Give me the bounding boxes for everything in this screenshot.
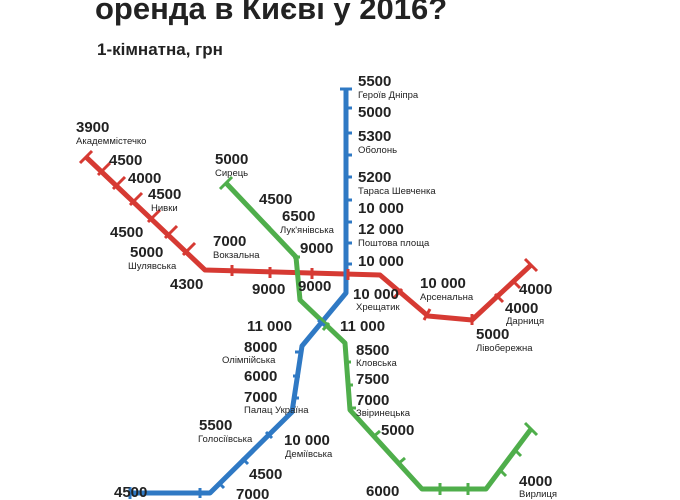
station-tick: [163, 224, 179, 240]
blue-line-labels: 5500 Героїв Дніпра 5000 5300 Оболонь 520…: [114, 73, 436, 500]
red-station-akademmistechko: Академмістечко: [76, 136, 146, 147]
station-tick: [78, 149, 94, 165]
red-station-nyvky: Нивки: [151, 203, 178, 214]
green-station-vyrlytsia: Вирлиця: [519, 489, 557, 500]
green-station-zvirynetska: Звіринецька: [356, 408, 411, 419]
blue-price-holosiivska: 5500: [199, 417, 232, 434]
red-station-shuliavska: Шулявська: [128, 261, 177, 272]
red-price: 4500: [109, 152, 142, 169]
red-price-shuliavska: 5000: [130, 244, 163, 261]
station-tick: [240, 456, 250, 466]
red-price-vokzalna: 7000: [213, 233, 246, 250]
blue-station-palats-ukraina: Палац Україна: [244, 405, 309, 416]
blue-station-heroiv-dnipra: Героїв Дніпра: [358, 90, 419, 101]
blue-price: 10 000: [358, 253, 404, 270]
blue-station-olimpiiska: Олімпійська: [222, 355, 276, 366]
green-station-syrets: Сирець: [215, 168, 248, 179]
red-station-khreshchatyk: Хрещатик: [356, 302, 400, 313]
station-tick: [321, 322, 331, 331]
station-tick: [372, 429, 381, 439]
blue-price-poshtova-ploshcha: 12 000: [358, 221, 404, 238]
green-price: 6000: [366, 483, 399, 500]
blue-station-demiivska: Деміївська: [285, 449, 333, 460]
red-price: 4500: [110, 224, 143, 241]
station-tick: [181, 241, 197, 257]
blue-price-palats-ukraina: 7000: [244, 389, 277, 406]
station-tick: [111, 175, 127, 191]
station-tick: [513, 448, 523, 458]
green-price-vyrlytsia: 4000: [519, 473, 552, 490]
blue-price-heroiv-dnipra: 5500: [358, 73, 391, 90]
red-station-vokzalna: Вокзальна: [213, 250, 260, 261]
station-tick: [242, 200, 254, 212]
red-price: 4000: [519, 281, 552, 298]
station-tick: [260, 218, 272, 230]
red-price: 9000: [298, 278, 331, 295]
red-price: 4000: [128, 170, 161, 187]
blue-station-tarasa-shevchenka: Тараса Шевченка: [358, 186, 436, 197]
station-tick: [523, 257, 539, 273]
red-price-akademmistechko: 3900: [76, 119, 109, 136]
blue-price-demiivska: 10 000: [284, 432, 330, 449]
red-price: 9000: [252, 281, 285, 298]
station-tick: [523, 421, 539, 437]
blue-price: 4500: [114, 484, 147, 500]
green-line-labels: 5000 Сирець 4500 6500 Лук'янівська 9000 …: [215, 151, 557, 500]
station-tick: [146, 208, 162, 224]
red-price-arsenalna: 10 000: [420, 275, 466, 292]
blue-price: 10 000: [358, 200, 404, 217]
green-station-lukianivska: Лук'янівська: [280, 225, 335, 236]
blue-price-obolon: 5300: [358, 128, 391, 145]
map-title: оренда в Києві у 2016?: [95, 0, 448, 26]
red-station-livoberezhna: Лівобережна: [476, 343, 533, 354]
blue-price: 6000: [244, 368, 277, 385]
red-price-livoberezhna: 5000: [476, 326, 509, 343]
green-price-klovska: 8500: [356, 342, 389, 359]
map-subtitle: 1-кімнатна, грн: [97, 40, 223, 59]
station-tick: [264, 430, 274, 440]
red-price-darnytsia: 4000: [505, 300, 538, 317]
red-line-labels: 3900 Академмістечко 4500 4000 4500 Нивки…: [76, 119, 552, 354]
blue-price: 4500: [249, 466, 282, 483]
green-price-zvirynetska: 7000: [356, 392, 389, 409]
station-tick: [397, 456, 406, 466]
blue-line: [130, 89, 349, 496]
station-tick: [317, 318, 326, 328]
red-station-darnytsia: Дарниця: [506, 316, 544, 327]
green-price: 7500: [356, 371, 389, 388]
green-line: [224, 181, 533, 492]
station-tick: [218, 175, 234, 191]
green-price-syrets: 5000: [215, 151, 248, 168]
blue-price: 7000: [236, 486, 269, 500]
green-price: 11 000: [340, 318, 385, 335]
red-price: 4300: [170, 276, 203, 293]
blue-station-poshtova-ploshcha: Поштова площа: [358, 238, 430, 249]
station-tick: [280, 241, 292, 253]
station-tick: [422, 308, 432, 321]
green-price: 9000: [300, 240, 333, 257]
red-price-khreshchatyk: 10 000: [353, 286, 399, 303]
station-tick: [510, 278, 522, 290]
blue-price: 5000: [358, 104, 391, 121]
station-tick: [498, 468, 508, 478]
green-price: 5000: [381, 422, 414, 439]
blue-station-obolon: Оболонь: [358, 145, 397, 156]
blue-price-olimpiiska: 8000: [244, 339, 277, 356]
station-tick: [216, 480, 226, 490]
station-tick: [392, 288, 404, 299]
station-tick: [128, 191, 144, 207]
green-station-klovska: Кловська: [356, 358, 397, 369]
green-price: 4500: [259, 191, 292, 208]
blue-station-holosiivska: Голосіївська: [198, 434, 253, 445]
blue-price-tarasa-shevchenka: 5200: [358, 169, 391, 186]
blue-price: 11 000: [247, 318, 292, 335]
station-tick: [493, 292, 505, 304]
red-station-arsenalna: Арсенальна: [420, 292, 474, 303]
green-price-lukianivska: 6500: [282, 208, 315, 225]
red-price-nyvky: 4500: [148, 186, 181, 203]
station-tick: [96, 161, 112, 177]
